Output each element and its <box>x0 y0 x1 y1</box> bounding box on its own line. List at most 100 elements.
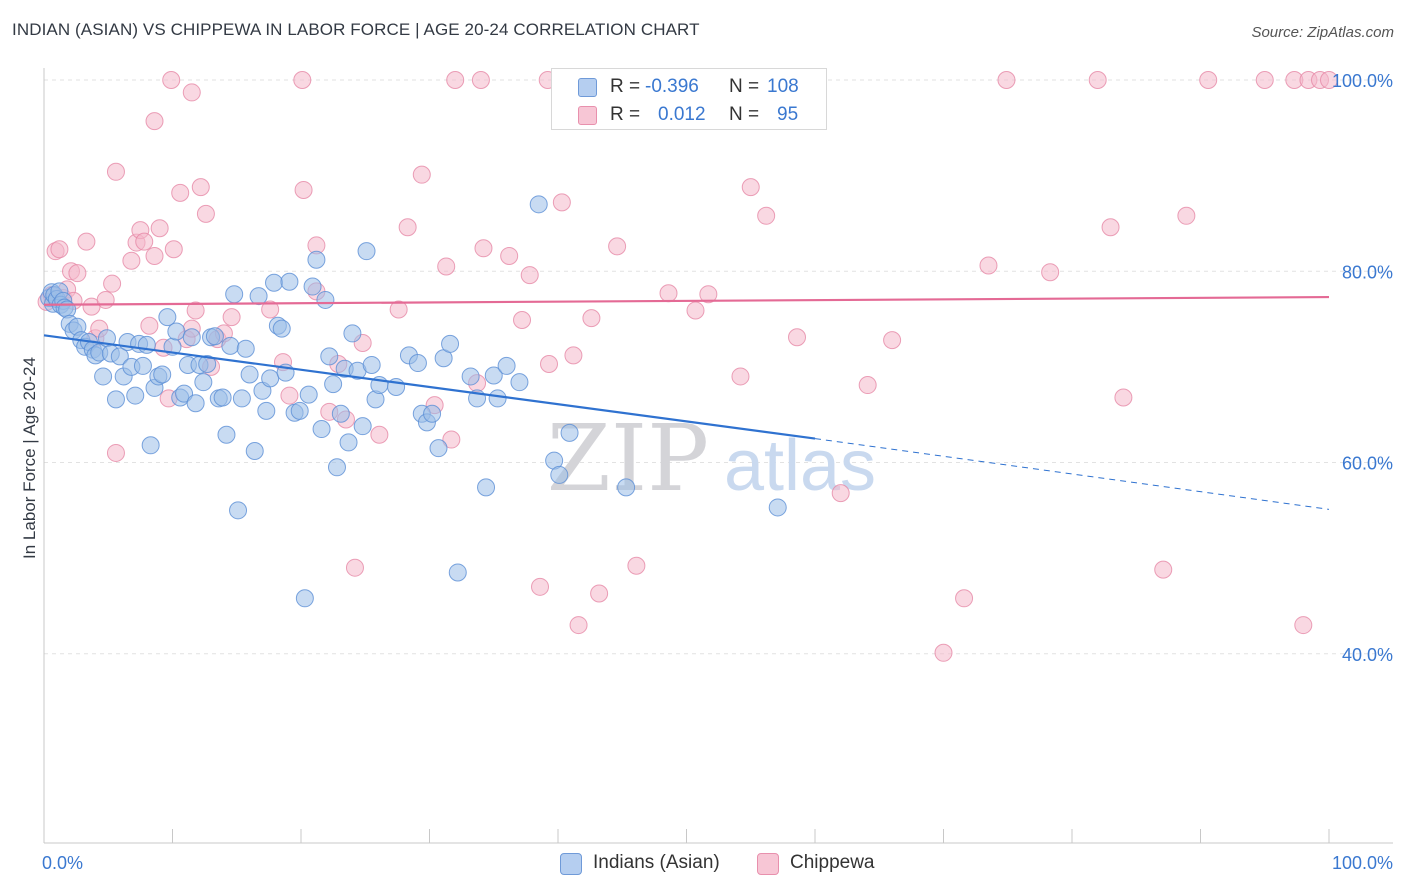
data-point <box>293 71 312 89</box>
data-point <box>153 365 172 384</box>
legend-item-chippewa[interactable]: Chippewa <box>757 850 887 878</box>
data-point <box>106 443 125 462</box>
data-point <box>448 563 467 582</box>
data-point <box>569 616 588 635</box>
data-point <box>327 458 346 477</box>
data-point <box>182 328 201 347</box>
data-point <box>320 347 339 366</box>
data-point <box>446 71 465 89</box>
stats-legend-row-indians: R = -0.396 N = 108 <box>552 73 826 101</box>
data-point <box>182 83 201 102</box>
data-point <box>280 272 299 291</box>
data-point <box>389 300 408 319</box>
legend-swatch-indians <box>560 853 582 875</box>
data-point <box>167 322 186 341</box>
data-point <box>979 256 998 275</box>
source-label: Source: ZipAtlas.com <box>1251 24 1394 41</box>
data-point <box>471 71 490 89</box>
watermark: ZIP atlas <box>547 405 876 512</box>
data-point <box>162 71 181 89</box>
data-point <box>582 309 601 328</box>
data-point <box>280 386 299 405</box>
data-point <box>261 369 280 388</box>
data-point <box>135 232 154 251</box>
legend-label-indians: Indians (Asian) <box>593 852 720 873</box>
data-point <box>106 390 125 409</box>
data-point <box>608 237 627 256</box>
data-point <box>236 339 255 358</box>
axes <box>43 68 1393 844</box>
data-point <box>145 112 164 131</box>
data-point <box>564 346 583 365</box>
chart-title: INDIAN (ASIAN) VS CHIPPEWA IN LABOR FORC… <box>12 20 700 39</box>
data-point <box>699 285 718 304</box>
data-point <box>110 347 129 366</box>
data-point <box>171 183 190 202</box>
data-point <box>513 311 532 330</box>
data-point <box>1320 71 1338 89</box>
data-point <box>229 501 248 520</box>
data-point <box>150 219 169 238</box>
data-point <box>531 577 550 596</box>
r-value-chippewa: 0.012 <box>658 104 706 125</box>
data-point <box>294 180 313 199</box>
data-point <box>1177 206 1196 225</box>
data-point <box>408 354 427 373</box>
data-point <box>1101 218 1120 237</box>
trendline-indians-asian <box>43 334 816 440</box>
data-point <box>500 246 519 265</box>
data-point <box>295 589 314 608</box>
data-point <box>858 376 877 395</box>
data-point <box>265 273 284 292</box>
data-point <box>540 355 559 374</box>
watermark-atlas: atlas <box>724 426 876 506</box>
stats-legend: R = -0.396 N = 108 R = 0.012 N = 95 <box>551 68 827 130</box>
data-point <box>345 558 364 577</box>
data-point <box>461 367 480 386</box>
data-point <box>205 327 224 346</box>
data-point <box>198 355 217 374</box>
stats-legend-row-chippewa: R = 0.012 N = 95 <box>552 101 826 129</box>
data-point <box>741 178 760 197</box>
data-point <box>77 232 96 251</box>
data-point <box>441 334 460 353</box>
data-point <box>324 375 343 394</box>
data-point <box>659 284 678 303</box>
data-point <box>552 193 571 212</box>
data-point <box>1294 616 1313 635</box>
n-value-indians: 108 <box>767 76 799 97</box>
x-tick-label: 100.0% <box>1332 853 1393 873</box>
data-point <box>497 356 516 375</box>
data-point <box>398 218 417 237</box>
data-point <box>550 465 569 484</box>
data-point <box>510 373 529 392</box>
data-point <box>232 389 251 408</box>
data-point <box>272 319 291 338</box>
legend-label-chippewa: Chippewa <box>790 852 875 873</box>
data-point <box>768 498 787 517</box>
data-point <box>145 246 164 265</box>
legend-item-indians[interactable]: Indians (Asian) <box>560 850 740 878</box>
data-point <box>560 423 579 442</box>
trendline-indians-asian-extension <box>814 438 1330 510</box>
data-point <box>307 250 326 269</box>
data-point <box>191 178 210 197</box>
data-point <box>883 331 902 350</box>
data-point <box>141 436 160 455</box>
data-point <box>529 195 548 214</box>
r-value-indians: -0.396 <box>645 76 699 97</box>
data-point <box>213 388 232 407</box>
data-point <box>357 242 376 261</box>
tick-labels: 40.0% 60.0% 80.0% 100.0% 0.0% 100.0% <box>42 71 1393 873</box>
data-point <box>831 484 850 503</box>
data-point <box>331 404 350 423</box>
data-point <box>186 394 205 413</box>
data-point <box>222 308 241 327</box>
y-axis-label: In Labor Force | Age 20-24 <box>20 357 39 559</box>
data-point <box>437 257 456 276</box>
data-point <box>627 556 646 575</box>
trendline-chippewa <box>43 295 1330 306</box>
n-value-chippewa: 95 <box>777 104 799 125</box>
data-point <box>477 478 496 497</box>
